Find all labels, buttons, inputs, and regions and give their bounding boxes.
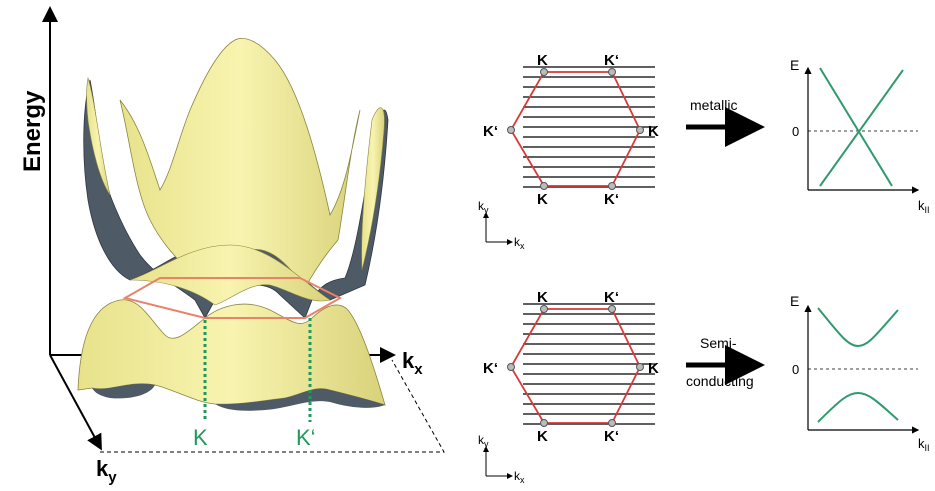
hex-label-top-left: K [537,52,548,69]
k-axes-small-top: ky kx [478,199,525,251]
k-marker [636,126,644,134]
hex-label-bottom-right: K‘ [604,428,619,445]
zero-label: 0 [792,124,799,139]
k-prime-marker [608,305,616,313]
base-plane-outline [100,359,445,453]
band-line [819,69,904,187]
upper-band-left-spike [86,77,111,196]
semiconducting-label-line2: conducting [686,373,754,389]
lower-band-underside [215,388,385,411]
hex-label-bottom-left: K [537,428,548,445]
upper-band-front-lobe [129,244,331,306]
svg-text:kx: kx [514,235,525,251]
hex-label-right: K [648,123,659,140]
k-prime-point-label: K‘ [296,425,316,450]
k-prime-marker [507,363,515,371]
semiconducting-row: K K‘ K‘ K K K‘ ky kx Semi- conducting E … [478,289,930,485]
k-parallel-label: kII [918,198,930,215]
k-parallel-label: kII [918,436,930,453]
kx-axis-label: kx [402,348,423,378]
band-line [819,67,893,187]
hex-label-top-right: K‘ [604,52,619,69]
k-point-label: K [193,425,208,450]
hexagon-bottom [509,308,642,424]
zero-label: 0 [792,362,799,377]
cutting-lines-bottom [523,303,655,425]
hex-label-right: K [648,360,659,377]
metallic-label: metallic [690,97,737,113]
hexagon-top [509,71,642,187]
k-prime-marker [507,126,515,134]
k-axes-small-bottom: ky kx [478,433,525,485]
valence-band [817,391,899,423]
cutting-lines-top [523,66,655,188]
brillouin-zone-hexagon [122,277,343,319]
hex-label-bottom-right: K‘ [604,191,619,208]
k-marker [540,305,548,313]
energy-label: E [790,57,799,73]
semiconducting-label-line1: Semi- [700,335,737,351]
svg-text:ky: ky [478,199,489,215]
k-marker [636,363,644,371]
conduction-band [817,307,899,348]
band-structure-3d: Energy kx ky K K‘ [19,6,445,486]
hex-label-top-right: K‘ [604,289,619,306]
ky-axis [49,354,102,451]
energy-axis-label: Energy [19,90,46,172]
energy-label: E [790,293,799,309]
dispersion-plot-semiconducting: E 0 kII [790,293,930,453]
hex-label-left: K‘ [483,360,498,377]
ky-axis-label: ky [96,456,117,486]
k-marker [540,182,548,190]
upper-band-right-spike [361,107,385,271]
hex-label-left: K‘ [483,123,498,140]
svg-text:ky: ky [478,433,489,449]
k-marker [540,419,548,427]
k-prime-marker [608,68,616,76]
hex-label-top-left: K [537,289,548,306]
lower-band-surface [77,299,386,406]
k-prime-marker [608,419,616,427]
svg-text:kx: kx [514,469,525,485]
dispersion-plot-metallic: E 0 kII [790,57,930,215]
lower-band-dark-fold [92,383,155,399]
k-prime-marker [608,182,616,190]
metallic-row: K K‘ K‘ K K K‘ ky kx metallic E 0 kII [478,52,930,251]
hex-label-bottom-left: K [537,191,548,208]
k-marker [540,68,548,76]
